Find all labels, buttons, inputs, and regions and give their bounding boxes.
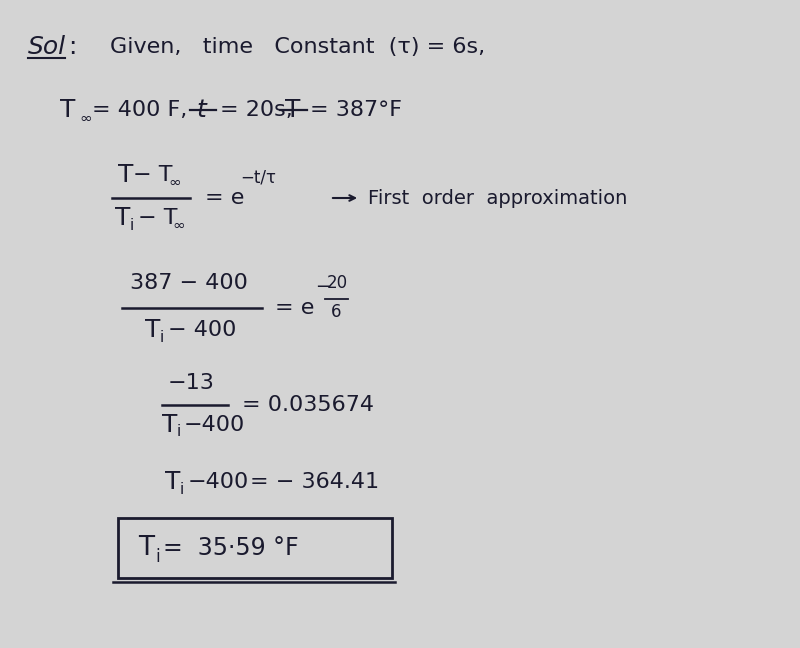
Text: First  order  approximation: First order approximation bbox=[368, 189, 627, 207]
Text: T: T bbox=[118, 163, 134, 187]
Text: −400: −400 bbox=[188, 472, 250, 492]
Text: Given,   time   Constant  (τ) = 6s,: Given, time Constant (τ) = 6s, bbox=[110, 37, 485, 57]
Text: T: T bbox=[145, 318, 160, 342]
Text: ∞: ∞ bbox=[79, 111, 92, 126]
Text: i: i bbox=[155, 548, 160, 566]
Text: i: i bbox=[177, 424, 182, 439]
Text: − T: − T bbox=[133, 165, 173, 185]
Text: 20: 20 bbox=[327, 274, 348, 292]
Text: 6: 6 bbox=[331, 303, 342, 321]
Text: = − 364.41: = − 364.41 bbox=[250, 472, 379, 492]
Text: i: i bbox=[180, 483, 184, 498]
Text: T: T bbox=[285, 98, 300, 122]
Text: = 0.035674: = 0.035674 bbox=[242, 395, 374, 415]
Text: Sol: Sol bbox=[28, 35, 66, 59]
Text: −: − bbox=[315, 278, 330, 296]
Text: = 387°F: = 387°F bbox=[310, 100, 402, 120]
Text: = e: = e bbox=[275, 298, 314, 318]
Text: T: T bbox=[138, 535, 154, 561]
Text: T: T bbox=[115, 206, 130, 230]
Text: T: T bbox=[60, 98, 75, 122]
Text: −13: −13 bbox=[168, 373, 215, 393]
Bar bbox=[118, 518, 392, 578]
Text: ∞: ∞ bbox=[168, 174, 181, 189]
Text: t: t bbox=[196, 98, 206, 122]
Text: i: i bbox=[160, 329, 164, 345]
Text: T: T bbox=[162, 413, 178, 437]
Text: = 20s,: = 20s, bbox=[220, 100, 293, 120]
Text: :: : bbox=[68, 35, 76, 59]
Text: −400: −400 bbox=[184, 415, 246, 435]
Text: = e: = e bbox=[205, 188, 244, 208]
Text: T: T bbox=[165, 470, 180, 494]
Text: − 400: − 400 bbox=[168, 320, 236, 340]
Text: −t/τ: −t/τ bbox=[240, 169, 276, 187]
Text: =  35·59 °F: = 35·59 °F bbox=[163, 536, 298, 560]
Text: 387 − 400: 387 − 400 bbox=[130, 273, 248, 293]
Text: = 400 F,: = 400 F, bbox=[92, 100, 187, 120]
Text: i: i bbox=[130, 218, 134, 233]
Text: − T: − T bbox=[138, 208, 178, 228]
Text: ∞: ∞ bbox=[172, 218, 185, 233]
